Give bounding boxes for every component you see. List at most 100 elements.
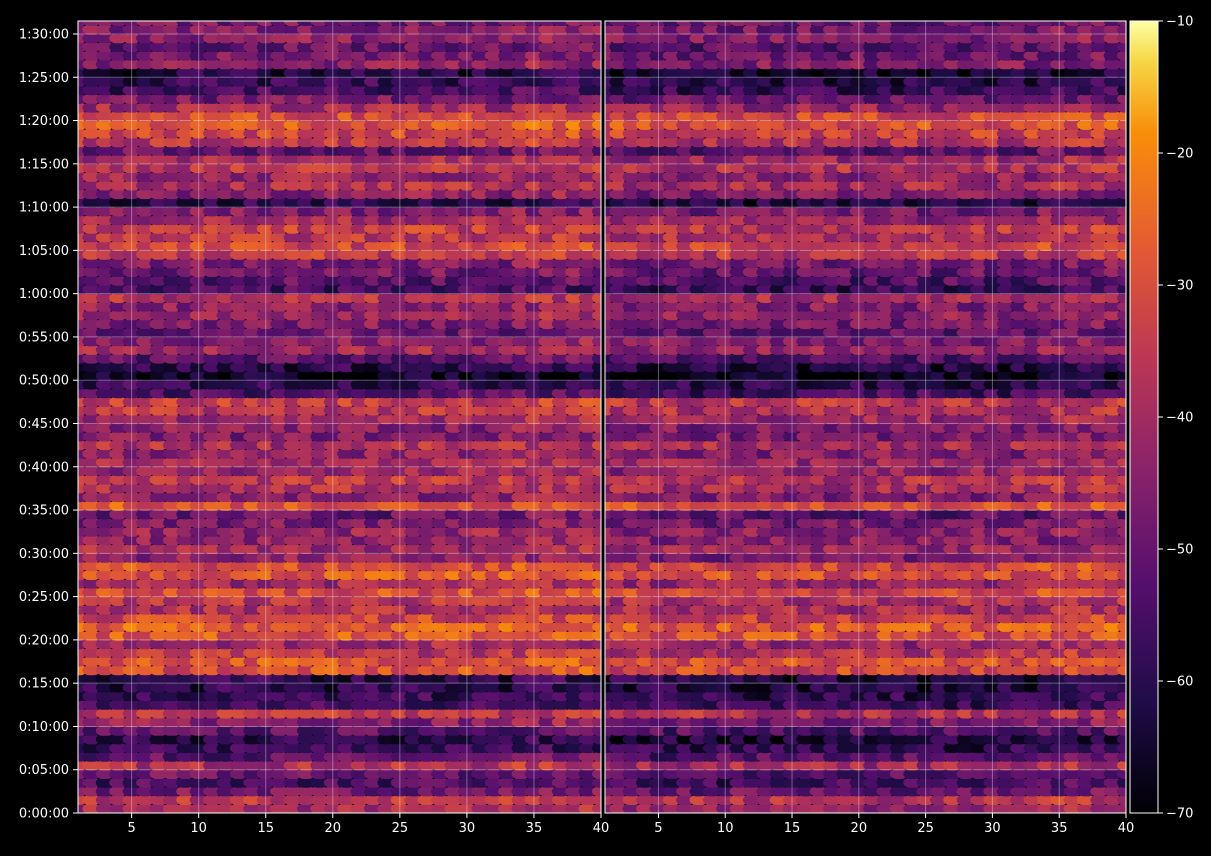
heatmap-cell — [283, 137, 302, 148]
heatmap-cell — [82, 682, 101, 693]
heatmap-cell — [109, 544, 128, 554]
heatmap-cell — [511, 526, 530, 537]
heatmap-cell — [243, 76, 262, 87]
heatmap-cell — [122, 518, 141, 528]
heatmap-cell — [122, 639, 141, 650]
heatmap-cell — [444, 50, 463, 61]
heatmap-cell — [484, 665, 503, 676]
heatmap-cell — [176, 93, 195, 104]
heatmap-cell — [122, 267, 141, 277]
heatmap-cell — [444, 154, 463, 165]
heatmap-cell — [471, 206, 490, 217]
heatmap-cell — [162, 293, 181, 303]
heatmap-cell — [578, 59, 597, 70]
heatmap-cell — [444, 344, 463, 355]
heatmap-cell — [364, 492, 382, 503]
heatmap-cell — [796, 803, 815, 813]
heatmap-cell — [350, 639, 369, 650]
heatmap-cell — [323, 102, 342, 113]
heatmap-cell — [229, 379, 248, 390]
heatmap-cell — [149, 119, 168, 130]
heatmap-cell — [95, 119, 114, 130]
heatmap-cell — [270, 145, 289, 156]
heatmap-cell — [162, 396, 181, 407]
heatmap-cell — [471, 414, 490, 425]
heatmap-cell — [524, 647, 543, 658]
heatmap-cell — [565, 293, 584, 303]
heatmap-cell — [431, 362, 450, 373]
heatmap-cell — [578, 128, 597, 139]
heatmap-cell — [457, 777, 476, 788]
heatmap-cell — [444, 509, 463, 520]
heatmap-cell — [122, 24, 141, 35]
heatmap-cell — [109, 492, 128, 503]
heatmap-cell — [390, 111, 409, 122]
heatmap-cell — [538, 699, 557, 710]
heatmap-cell — [431, 111, 450, 122]
heatmap-cell — [592, 422, 601, 433]
heatmap-cell — [444, 518, 463, 528]
heatmap-cell — [229, 673, 248, 684]
heatmap-cell — [95, 284, 114, 295]
heatmap-cell — [592, 578, 601, 589]
heatmap-cell — [578, 474, 597, 485]
heatmap-cell — [189, 24, 208, 35]
heatmap-cell — [551, 803, 570, 813]
heatmap-cell — [323, 535, 342, 546]
heatmap-cell — [122, 301, 141, 312]
heatmap-cell — [149, 431, 168, 442]
heatmap-cell — [109, 405, 128, 416]
heatmap-cell — [243, 336, 262, 347]
heatmap-cell — [578, 102, 597, 113]
heatmap-cell — [229, 448, 248, 459]
heatmap-cell — [149, 67, 168, 78]
heatmap-cell — [511, 691, 530, 702]
heatmap-cell — [578, 76, 597, 87]
heatmap-cell — [578, 422, 597, 433]
heatmap-cell — [377, 370, 396, 381]
heatmap-cell — [551, 500, 570, 511]
heatmap-cell — [270, 708, 289, 719]
heatmap-cell — [82, 708, 101, 719]
heatmap-cell — [592, 492, 601, 503]
heatmap-cell — [109, 621, 128, 632]
heatmap-cell — [471, 500, 490, 511]
heatmap-cell — [377, 223, 396, 234]
heatmap-cell — [337, 544, 356, 554]
heatmap-cell — [82, 526, 101, 537]
heatmap-cell — [511, 344, 530, 355]
heatmap-cell — [431, 526, 450, 537]
heatmap-cell — [1076, 803, 1095, 813]
heatmap-cell — [162, 154, 181, 165]
heatmap-cell — [578, 717, 597, 728]
heatmap-cell — [578, 50, 597, 61]
heatmap-cell — [283, 743, 302, 754]
heatmap-cell — [729, 795, 748, 805]
heatmap-cell — [471, 795, 490, 805]
heatmap-cell — [511, 466, 530, 477]
heatmap-cell — [337, 50, 356, 61]
heatmap-cell — [498, 362, 517, 373]
heatmap-cell — [538, 786, 557, 797]
heatmap-cell — [82, 241, 101, 251]
heatmap-cell — [417, 59, 436, 70]
heatmap-cell — [203, 656, 222, 667]
heatmap-cell — [283, 769, 302, 779]
heatmap-cell — [122, 336, 141, 347]
heatmap-cell — [592, 137, 601, 148]
heatmap-cell — [592, 42, 601, 52]
heatmap-cell — [310, 552, 329, 563]
heatmap-cell — [323, 189, 342, 200]
heatmap-cell — [404, 145, 423, 156]
heatmap-cell — [404, 223, 423, 234]
heatmap-cell — [122, 379, 141, 390]
heatmap-cell — [283, 492, 302, 503]
heatmap-cell — [323, 743, 342, 754]
heatmap-cell — [203, 613, 222, 624]
heatmap-cell — [457, 33, 476, 44]
heatmap-cell — [297, 215, 315, 226]
heatmap-cell — [578, 344, 597, 355]
heatmap-cell — [216, 379, 235, 390]
heatmap-cell — [471, 232, 490, 243]
heatmap-cell — [203, 344, 222, 355]
